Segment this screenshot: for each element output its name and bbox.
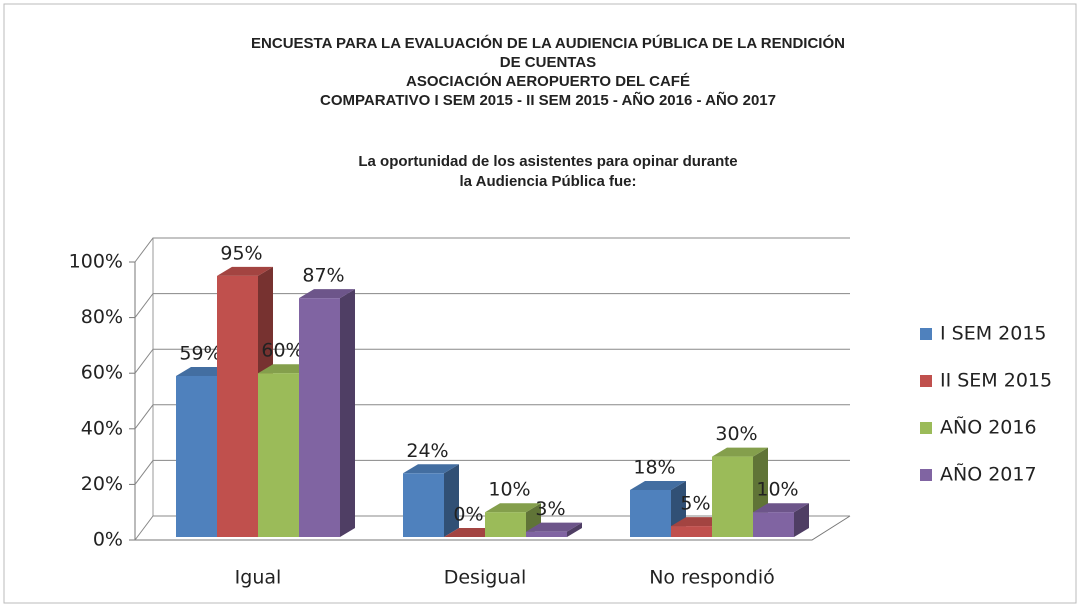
legend-label: AÑO 2017	[940, 463, 1037, 486]
chart-title: DE CUENTAS	[500, 54, 596, 71]
bar	[176, 375, 217, 537]
data-label: 0%	[453, 504, 483, 526]
bar-top	[299, 289, 355, 299]
bar-top	[753, 503, 809, 513]
x-tick-label: Desigual	[444, 567, 527, 589]
data-label: 95%	[220, 242, 262, 264]
y-tick-label: 20%	[81, 473, 123, 495]
data-label: 59%	[179, 342, 221, 364]
chart-title: COMPARATIVO I SEM 2015 - II SEM 2015 - A…	[320, 91, 776, 109]
x-tick-label: No respondió	[649, 567, 775, 589]
data-label: 5%	[680, 493, 710, 515]
grid-line	[134, 404, 850, 430]
y-tick-label: 40%	[81, 417, 123, 439]
legend-swatch	[920, 422, 932, 434]
bar	[299, 298, 340, 537]
bar	[753, 512, 794, 537]
bar-top	[403, 464, 459, 474]
legend-label: I SEM 2015	[940, 323, 1047, 345]
grid-line	[134, 237, 850, 263]
legend-swatch	[920, 375, 932, 387]
bar-side	[340, 289, 355, 537]
legend-label: II SEM 2015	[940, 370, 1052, 392]
bar-side	[567, 522, 582, 537]
legend-swatch	[920, 469, 932, 481]
bar-top	[526, 522, 582, 532]
y-tick-label: 60%	[81, 362, 123, 384]
data-label: 3%	[535, 498, 565, 520]
chart-subtitle: La oportunidad de los asistentes para op…	[358, 153, 737, 170]
bar-top	[485, 503, 541, 513]
bar-side	[794, 503, 809, 537]
grid-line	[134, 348, 850, 374]
bar-side	[444, 464, 459, 537]
bar	[526, 531, 567, 537]
data-label: 18%	[633, 456, 675, 478]
data-label: 24%	[406, 440, 448, 462]
chart-subtitle: la Audiencia Pública fue:	[460, 173, 637, 190]
bar	[258, 373, 299, 537]
floor	[135, 515, 851, 541]
bar-top	[712, 447, 768, 457]
grid-line	[134, 459, 850, 485]
x-tick-label: Igual	[235, 567, 282, 589]
bar	[671, 526, 712, 537]
bar	[485, 512, 526, 537]
bar	[712, 456, 753, 537]
bar	[630, 489, 671, 537]
data-label: 87%	[302, 265, 344, 287]
bar	[217, 275, 258, 537]
grid-line	[134, 515, 850, 541]
bar-top	[217, 266, 273, 276]
data-label: 60%	[261, 340, 303, 362]
y-tick-label: 100%	[69, 251, 123, 273]
data-label: 10%	[488, 479, 530, 501]
data-label: 10%	[756, 479, 798, 501]
y-tick-label: 0%	[93, 529, 123, 551]
chart-title: ENCUESTA PARA LA EVALUACIÓN DE LA AUDIEN…	[251, 34, 845, 52]
legend-label: AÑO 2016	[940, 416, 1037, 439]
bar-top	[630, 480, 686, 490]
legend-swatch	[920, 328, 932, 340]
chart-title: ASOCIACIÓN AEROPUERTO DEL CAFÉ	[406, 72, 690, 90]
y-tick-label: 80%	[81, 306, 123, 328]
data-label: 30%	[715, 423, 757, 445]
bar	[403, 473, 444, 537]
grid-line	[134, 293, 850, 318]
